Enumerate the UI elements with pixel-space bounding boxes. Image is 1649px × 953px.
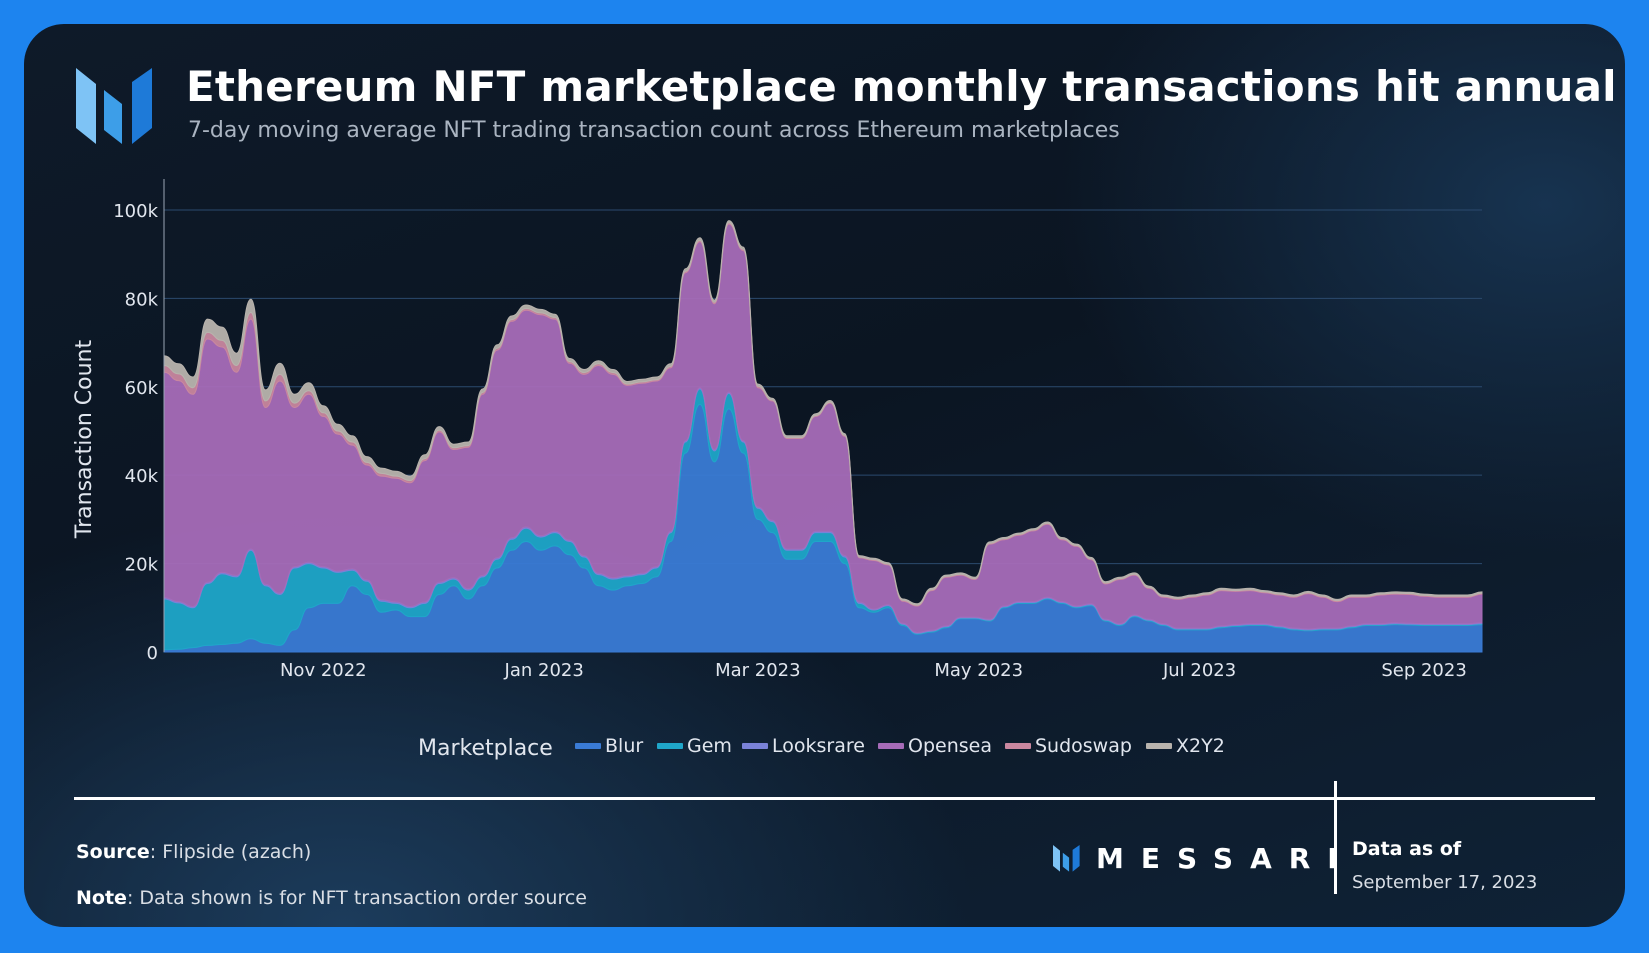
legend-label-looksrare: Looksrare: [772, 735, 865, 757]
legend-swatch-looksrare: [742, 743, 768, 749]
x-tick-label: Jan 2023: [504, 660, 584, 681]
y-tick-label: 0: [147, 643, 158, 664]
footer-vertical-divider: [1334, 781, 1337, 894]
y-axis-label: Transaction Count: [72, 340, 97, 540]
y-tick-label: 40k: [125, 466, 159, 487]
y-tick-label: 20k: [125, 555, 159, 576]
note-line: Note: Data shown is for NFT transaction …: [76, 887, 587, 909]
brand-wordmark: MESSARI: [1096, 842, 1355, 875]
source-line: Source: Flipside (azach): [76, 841, 312, 863]
legend-label-sudoswap: Sudoswap: [1035, 735, 1132, 757]
data-as-of-date: September 17, 2023: [1352, 872, 1538, 893]
legend-label-opensea: Opensea: [908, 735, 992, 757]
x-tick-label: Nov 2022: [280, 660, 367, 681]
chart-title: Ethereum NFT marketplace monthly transac…: [186, 62, 1625, 111]
y-tick-label: 60k: [125, 378, 159, 399]
area-x2y2: [163, 220, 1483, 606]
legend-swatch-gem: [657, 743, 683, 749]
legend-label-blur: Blur: [605, 735, 643, 757]
messari-brand-icon: [1053, 844, 1080, 872]
chart-card: Ethereum NFT marketplace monthly transac…: [24, 24, 1625, 927]
x-axis: Nov 2022 Jan 2023 Mar 2023 May 2023 Jul 2023…: [280, 660, 1467, 681]
data-as-of-label: Data as of: [1352, 838, 1462, 860]
legend-swatch-opensea: [878, 743, 904, 749]
y-tick-label: 80k: [125, 289, 159, 310]
legend-swatch-sudoswap: [1005, 743, 1031, 749]
legend-title: Marketplace: [418, 736, 553, 761]
footer-divider: [74, 797, 1595, 800]
note-text: Data shown is for NFT transaction order …: [139, 887, 587, 909]
x-tick-label: May 2023: [934, 660, 1023, 681]
x-tick-label: Mar 2023: [715, 660, 801, 681]
stacked-area-chart: 0 20k 40k 60k 80k 100k Nov 2022 Jan 2023 Mar 20…: [72, 179, 1483, 761]
legend-label-x2y2: X2Y2: [1176, 735, 1225, 757]
x-tick-label: Jul 2023: [1162, 660, 1236, 681]
brand-lockup: MESSARI: [1052, 842, 1355, 875]
note-label: Note: [76, 887, 127, 909]
x-tick-label: Sep 2023: [1381, 660, 1466, 681]
legend-swatch-blur: [575, 743, 601, 749]
legend: Marketplace Blur Gem Looksrare Opensea Sudos…: [418, 735, 1225, 761]
series-areas: [163, 220, 1483, 653]
source-label: Source: [76, 841, 150, 863]
chart-subtitle: 7-day moving average NFT trading transac…: [188, 118, 1120, 143]
y-tick-label: 100k: [113, 201, 158, 222]
messari-logo-icon: [76, 68, 152, 144]
legend-swatch-x2y2: [1146, 743, 1172, 749]
legend-label-gem: Gem: [687, 735, 732, 757]
y-axis: 0 20k 40k 60k 80k 100k: [113, 179, 165, 664]
source-text: Flipside (azach): [162, 841, 312, 863]
